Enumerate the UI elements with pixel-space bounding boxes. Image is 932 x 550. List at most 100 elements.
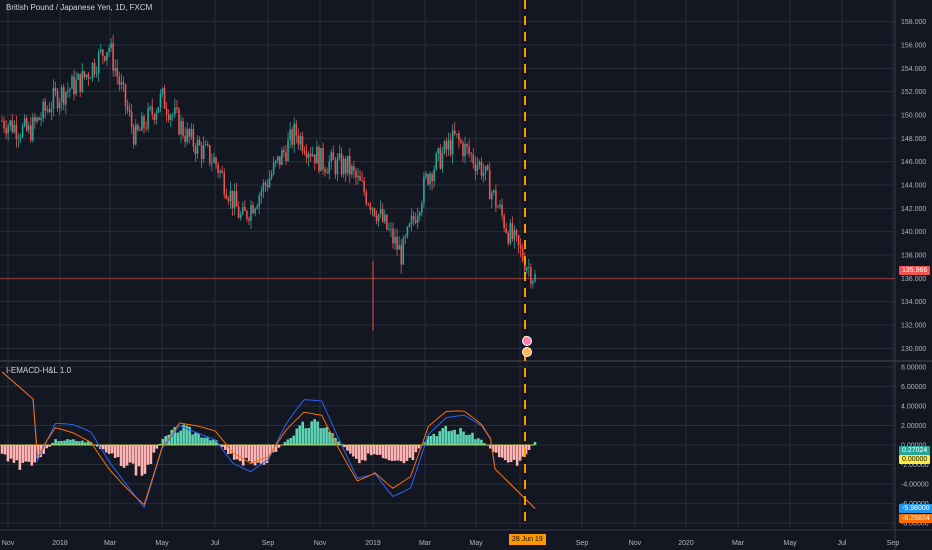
candle-body: [383, 214, 386, 222]
histogram-bar: [244, 445, 248, 458]
candle-body: [132, 127, 135, 145]
candle-body: [348, 155, 351, 175]
candle-body: [493, 190, 495, 193]
histogram-bar: [191, 434, 194, 445]
candle-body: [309, 153, 312, 157]
candle-body: [196, 139, 199, 155]
histogram-bar: [250, 445, 254, 464]
candle-body: [320, 147, 322, 171]
candle-body: [233, 191, 236, 209]
histogram-bar: [432, 433, 436, 445]
candle-body: [388, 228, 390, 230]
candle-body: [427, 174, 429, 185]
histogram-bar: [524, 445, 528, 455]
candle-body: [85, 74, 88, 78]
histogram-bar: [176, 432, 179, 445]
histogram-bar: [518, 445, 522, 461]
candle-body: [227, 198, 230, 202]
histogram-bar: [119, 445, 123, 467]
candle-body: [153, 114, 156, 120]
histogram-bar: [84, 442, 87, 445]
histogram-bar: [506, 445, 510, 463]
candle-body: [398, 245, 400, 250]
y-tick-label: 132.000: [901, 323, 926, 330]
candle-body: [260, 191, 263, 196]
candle-body: [120, 82, 123, 85]
candle-body: [244, 207, 246, 211]
histogram-bar: [429, 435, 433, 445]
candle-body: [87, 74, 90, 79]
candle-body: [338, 153, 341, 159]
y-tick-label: 142.000: [901, 206, 926, 213]
histogram-bar: [110, 445, 114, 454]
candle-body: [21, 125, 24, 137]
histogram-bar: [0, 445, 4, 454]
histogram-bar: [131, 445, 135, 464]
candle-body: [336, 158, 339, 175]
candle-body: [231, 190, 234, 209]
histogram-bar: [500, 445, 504, 458]
histogram-bar: [328, 431, 331, 445]
candle-body: [365, 192, 368, 204]
candle-body: [342, 158, 345, 175]
histogram-bar: [81, 440, 84, 445]
candle-body: [102, 49, 104, 57]
histogram-bar: [313, 419, 316, 445]
indicator-tick-label: 4.00000: [901, 403, 926, 410]
candle-body: [460, 140, 462, 143]
candle-body: [517, 235, 520, 246]
candle-body: [289, 129, 291, 140]
candle-body: [258, 195, 261, 207]
cursor-date-label: 28 Jun 19: [509, 534, 546, 545]
candle-body: [279, 156, 281, 165]
histogram-bar: [209, 440, 212, 445]
candle-body: [268, 178, 271, 188]
histogram-bar: [179, 430, 182, 445]
candle-body: [330, 152, 333, 162]
candle-body: [223, 172, 226, 195]
candle-body: [124, 84, 127, 106]
candle-body: [48, 109, 51, 113]
candle-body: [163, 88, 166, 109]
candle-body: [412, 216, 415, 220]
histogram-bar: [218, 444, 221, 445]
histogram-bar: [256, 445, 260, 463]
histogram-bar: [27, 445, 31, 462]
y-tick-label: 140.000: [901, 229, 926, 236]
histogram-bar: [533, 441, 537, 445]
histogram-bar: [24, 445, 28, 462]
candle-body: [386, 214, 388, 230]
histogram-bar: [444, 425, 447, 445]
candle-body: [316, 146, 318, 164]
candle-body: [182, 121, 184, 136]
candle-body: [77, 74, 79, 80]
histogram-bar: [15, 445, 19, 461]
candle-body: [322, 147, 324, 169]
x-tick-label: Mar: [419, 540, 432, 547]
candle-body: [38, 117, 40, 121]
candle-body: [476, 165, 479, 171]
candle-body: [17, 137, 20, 139]
y-tick-label: 134.000: [901, 299, 926, 306]
histogram-bar: [173, 427, 177, 445]
y-tick-label: 156.000: [901, 43, 926, 50]
x-tick-label: Nov: [629, 540, 642, 547]
histogram-bar: [489, 445, 492, 449]
candle-body: [410, 216, 413, 224]
candle-body: [287, 139, 289, 161]
candle-body: [134, 124, 137, 145]
candle-body: [169, 115, 172, 120]
histogram-bar: [515, 445, 519, 466]
candle-body: [130, 112, 133, 128]
histogram-bar: [12, 445, 16, 463]
candle-body: [381, 209, 384, 222]
candle-body: [116, 68, 119, 77]
candle-body: [73, 76, 75, 95]
x-tick-label: Jul: [211, 540, 220, 547]
candle-body: [421, 203, 423, 213]
indicator-value-4: -6.25824: [899, 514, 932, 523]
candle-body: [23, 118, 26, 126]
candle-body: [176, 107, 178, 110]
histogram-bar: [113, 445, 117, 458]
